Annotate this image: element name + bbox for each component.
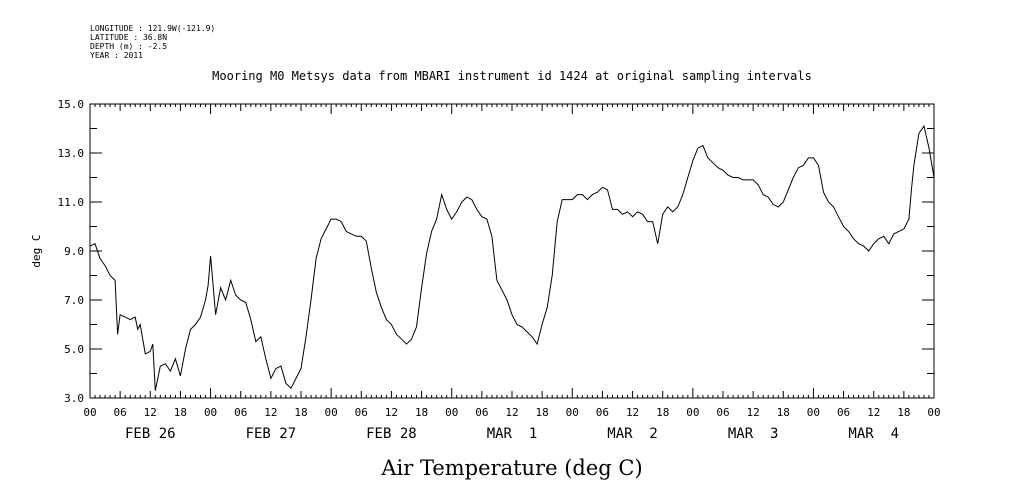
x-day-label: FEB 28 — [366, 426, 417, 442]
chart-title: Mooring M0 Metsys data from MBARI instru… — [212, 69, 812, 83]
x-hour-label: 06 — [716, 406, 729, 419]
x-hour-label: 06 — [596, 406, 609, 419]
x-hour-label: 18 — [536, 406, 549, 419]
x-hour-label: 00 — [83, 406, 96, 419]
x-day-label: FEB 26 — [125, 426, 176, 442]
x-hour-label: 18 — [777, 406, 790, 419]
x-day-label: MAR 1 — [487, 426, 538, 442]
y-tick-label: 5.0 — [64, 343, 84, 356]
x-hour-label: 00 — [686, 406, 699, 419]
y-axis: 3.0 5.0 7.0 9.0 11.0 13.0 15.0 — [58, 98, 934, 405]
x-hour-label: 18 — [174, 406, 187, 419]
x-day-label: FEB 27 — [246, 426, 297, 442]
x-hour-label: 00 — [807, 406, 820, 419]
x-hour-label: 06 — [234, 406, 247, 419]
x-hour-label: 06 — [475, 406, 488, 419]
year-label: YEAR : 2011 — [90, 51, 143, 60]
x-hour-label: 12 — [385, 406, 398, 419]
x-hour-label: 18 — [415, 406, 428, 419]
y-tick-label: 7.0 — [64, 294, 84, 307]
longitude-label: LONGITUDE : 121.9W(-121.9) — [90, 24, 215, 33]
depth-label: DEPTH (m) : -2.5 — [90, 42, 167, 51]
air-temperature-line — [89, 124, 935, 391]
x-hour-label: 12 — [264, 406, 277, 419]
x-axis: 00 06 12 18 00 06 12 18 00 06 12 18 00 06 12 18 00 06 12 18… — [83, 104, 941, 442]
plot-frame — [89, 103, 935, 399]
x-hour-label: 12 — [867, 406, 880, 419]
x-hour-label: 00 — [566, 406, 579, 419]
x-hour-label: 12 — [144, 406, 157, 419]
x-hour-label: 18 — [656, 406, 669, 419]
x-hour-label: 00 — [927, 406, 940, 419]
x-day-label: MAR 3 — [728, 426, 779, 442]
x-hour-label: 00 — [445, 406, 458, 419]
x-hour-label: 06 — [114, 406, 127, 419]
x-hour-label: 00 — [204, 406, 217, 419]
latitude-label: LATITUDE : 36.8N — [90, 33, 167, 42]
y-tick-label: 9.0 — [64, 245, 84, 258]
y-tick-label: 11.0 — [58, 196, 85, 209]
x-hour-label: 12 — [505, 406, 518, 419]
x-axis-title: Air Temperature (deg C) — [380, 456, 642, 480]
y-tick-label: 15.0 — [58, 98, 85, 111]
y-tick-label: 3.0 — [64, 392, 84, 405]
y-axis-title: deg C — [30, 234, 43, 267]
x-day-label: MAR 4 — [848, 426, 899, 442]
x-hour-label: 18 — [897, 406, 910, 419]
x-hour-label: 12 — [626, 406, 639, 419]
x-hour-label: 06 — [355, 406, 368, 419]
x-hour-label: 00 — [325, 406, 338, 419]
x-hour-label: 06 — [837, 406, 850, 419]
y-tick-label: 13.0 — [58, 147, 85, 160]
x-hour-label: 12 — [747, 406, 760, 419]
x-hour-label: 18 — [294, 406, 307, 419]
x-day-label: MAR 2 — [607, 426, 658, 442]
